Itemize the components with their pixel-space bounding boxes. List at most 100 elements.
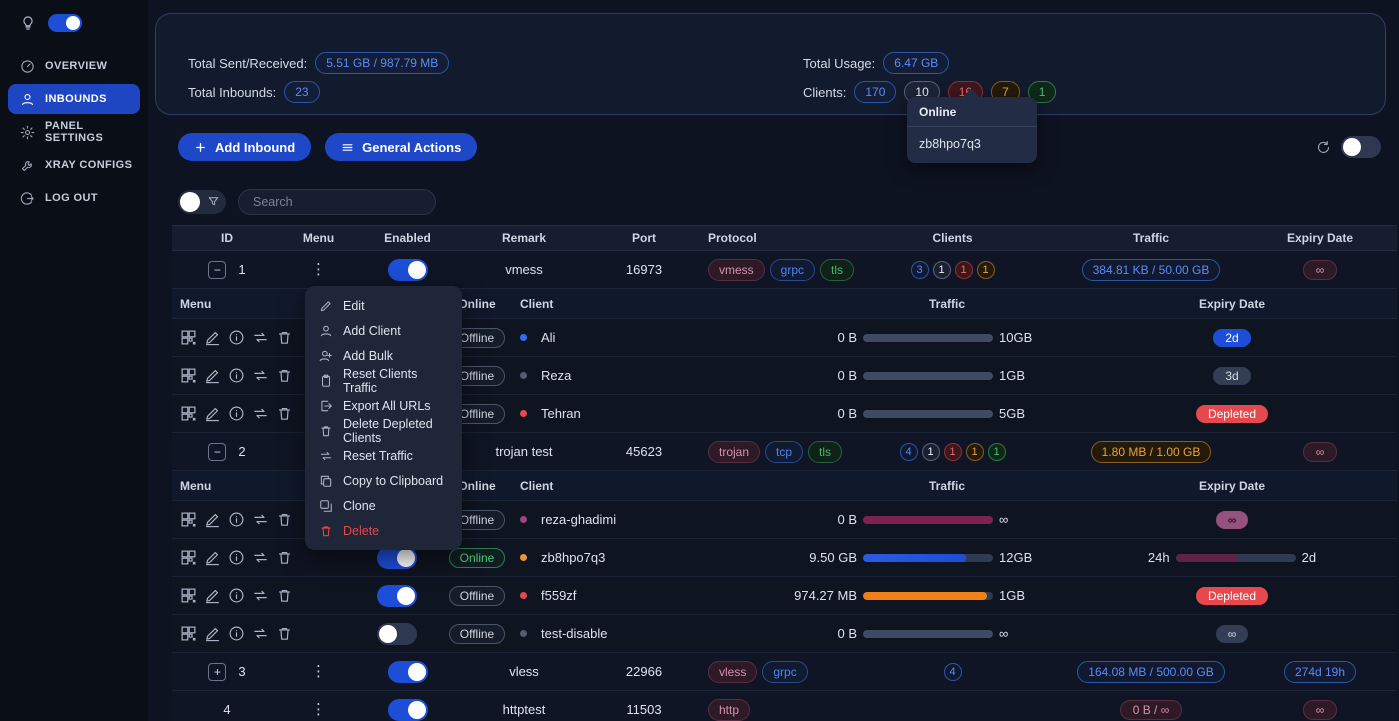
info-icon[interactable] (228, 405, 245, 422)
client-count-badge: 1 (976, 260, 995, 279)
menu-item-export-all-urls[interactable]: Export All URLs (305, 393, 462, 418)
inbound-enabled-toggle[interactable] (387, 258, 428, 281)
protocol-badge: tls (808, 440, 843, 463)
sidebar-item-label: INBOUNDS (45, 93, 107, 105)
client-color-dot (520, 410, 527, 417)
qr-code-icon[interactable] (180, 625, 197, 642)
reset-traffic-icon[interactable] (252, 587, 269, 604)
expiry-badge: 2d (1213, 328, 1251, 347)
auto-refresh-toggle[interactable] (1341, 136, 1381, 158)
client-status-badge: Offline (448, 365, 506, 386)
reset-traffic-icon[interactable] (252, 367, 269, 384)
edit-icon[interactable] (204, 625, 221, 642)
menu-item-reset-traffic[interactable]: Reset Traffic (305, 443, 462, 468)
qr-code-icon[interactable] (180, 405, 197, 422)
qr-code-icon[interactable] (180, 511, 197, 528)
clipboard-icon (319, 374, 333, 388)
clients-total-badge: 170 (854, 81, 897, 103)
client-count-badge: 1 (943, 442, 962, 461)
client-name: Reza (541, 368, 572, 383)
qr-code-icon[interactable] (180, 329, 197, 346)
client-enabled-toggle[interactable] (377, 546, 417, 569)
client-enabled-toggle[interactable] (377, 622, 417, 645)
traffic-used: 0 B (837, 626, 857, 641)
delete-icon[interactable] (276, 329, 293, 346)
info-icon[interactable] (228, 511, 245, 528)
menu-item-add-client[interactable]: Add Client (305, 318, 462, 343)
sidebar-item-overview[interactable]: OVERVIEW (8, 51, 140, 81)
expand-button[interactable]: + (208, 662, 227, 681)
info-icon[interactable] (228, 549, 245, 566)
sidebar: OVERVIEW INBOUNDS PANEL SETTINGS XRAY CO… (0, 0, 148, 721)
qr-code-icon[interactable] (180, 587, 197, 604)
info-icon[interactable] (228, 587, 245, 604)
person-plus-icon (319, 349, 333, 363)
edit-icon[interactable] (204, 587, 221, 604)
subcol-client: Client (520, 296, 554, 311)
delete-icon[interactable] (276, 405, 293, 422)
inbound-enabled-toggle[interactable] (387, 660, 428, 683)
total-usage-label: Total Usage: (803, 55, 876, 71)
menu-item-clone[interactable]: Clone (305, 493, 462, 518)
client-count-badge: 4 (943, 662, 962, 681)
edit-icon[interactable] (204, 367, 221, 384)
delete-icon[interactable] (276, 367, 293, 384)
col-enabled: Enabled (384, 231, 431, 245)
row-menu-button[interactable]: ⋮ (311, 663, 326, 680)
sidebar-item-xray-configs[interactable]: XRAY CONFIGS (8, 150, 140, 180)
info-icon[interactable] (228, 367, 245, 384)
general-actions-button[interactable]: General Actions (325, 133, 478, 161)
edit-icon[interactable] (204, 511, 221, 528)
qr-code-icon[interactable] (180, 367, 197, 384)
sidebar-item-panel-settings[interactable]: PANEL SETTINGS (8, 117, 140, 147)
wrench-icon (20, 158, 35, 173)
table-header-row: ID Menu Enabled Remark Port Protocol Cli… (172, 225, 1397, 251)
client-status-badge: Online (448, 547, 506, 568)
client-count-badge: 1 (987, 442, 1006, 461)
delete-icon[interactable] (276, 549, 293, 566)
client-enabled-toggle[interactable] (377, 584, 417, 607)
menu-item-reset-clients-traffic[interactable]: Reset Clients Traffic (305, 367, 462, 395)
row-menu-button[interactable]: ⋮ (311, 261, 326, 278)
reset-traffic-icon[interactable] (252, 511, 269, 528)
sidebar-item-log-out[interactable]: LOG OUT (8, 183, 140, 213)
sidebar-item-inbounds[interactable]: INBOUNDS (8, 84, 140, 114)
qr-code-icon[interactable] (180, 549, 197, 566)
refresh-icon[interactable] (1316, 140, 1331, 155)
info-icon[interactable] (228, 329, 245, 346)
menu-item-edit[interactable]: Edit (305, 293, 462, 318)
edit-icon[interactable] (204, 549, 221, 566)
traffic-bar (863, 591, 993, 600)
reset-traffic-icon[interactable] (252, 329, 269, 346)
reset-traffic-icon[interactable] (252, 625, 269, 642)
edit-icon[interactable] (204, 405, 221, 422)
traffic-bar (863, 553, 993, 562)
add-inbound-button[interactable]: Add Inbound (178, 133, 312, 161)
menu-item-delete-depleted-clients[interactable]: Delete Depleted Clients (305, 417, 462, 445)
info-icon[interactable] (228, 625, 245, 642)
menu-item-delete[interactable]: Delete (305, 518, 462, 543)
search-input[interactable] (238, 189, 436, 215)
menu-item-copy-to-clipboard[interactable]: Copy to Clipboard (305, 468, 462, 493)
reset-traffic-icon[interactable] (252, 405, 269, 422)
edit-icon[interactable] (204, 329, 221, 346)
delete-icon[interactable] (276, 625, 293, 642)
clients-online-badge[interactable]: 1 (1027, 81, 1057, 103)
reset-traffic-icon[interactable] (252, 549, 269, 566)
collapse-button[interactable]: − (208, 260, 227, 279)
inbound-enabled-toggle[interactable] (387, 698, 428, 721)
subcol-expiry: Expiry Date (1198, 296, 1266, 311)
collapse-button[interactable]: − (208, 442, 227, 461)
theme-toggle[interactable] (48, 14, 82, 32)
client-count-badge: 1 (965, 442, 984, 461)
subcol-client: Client (520, 478, 554, 493)
expiry-elapsed: 24h (1147, 550, 1170, 565)
filter-toggle[interactable] (178, 190, 226, 214)
row-menu-button[interactable]: ⋮ (311, 701, 326, 718)
traffic-bar (863, 371, 993, 380)
menu-item-add-bulk[interactable]: Add Bulk (305, 343, 462, 368)
client-color-dot (520, 372, 527, 379)
col-clients: Clients (932, 231, 973, 245)
delete-icon[interactable] (276, 511, 293, 528)
delete-icon[interactable] (276, 587, 293, 604)
